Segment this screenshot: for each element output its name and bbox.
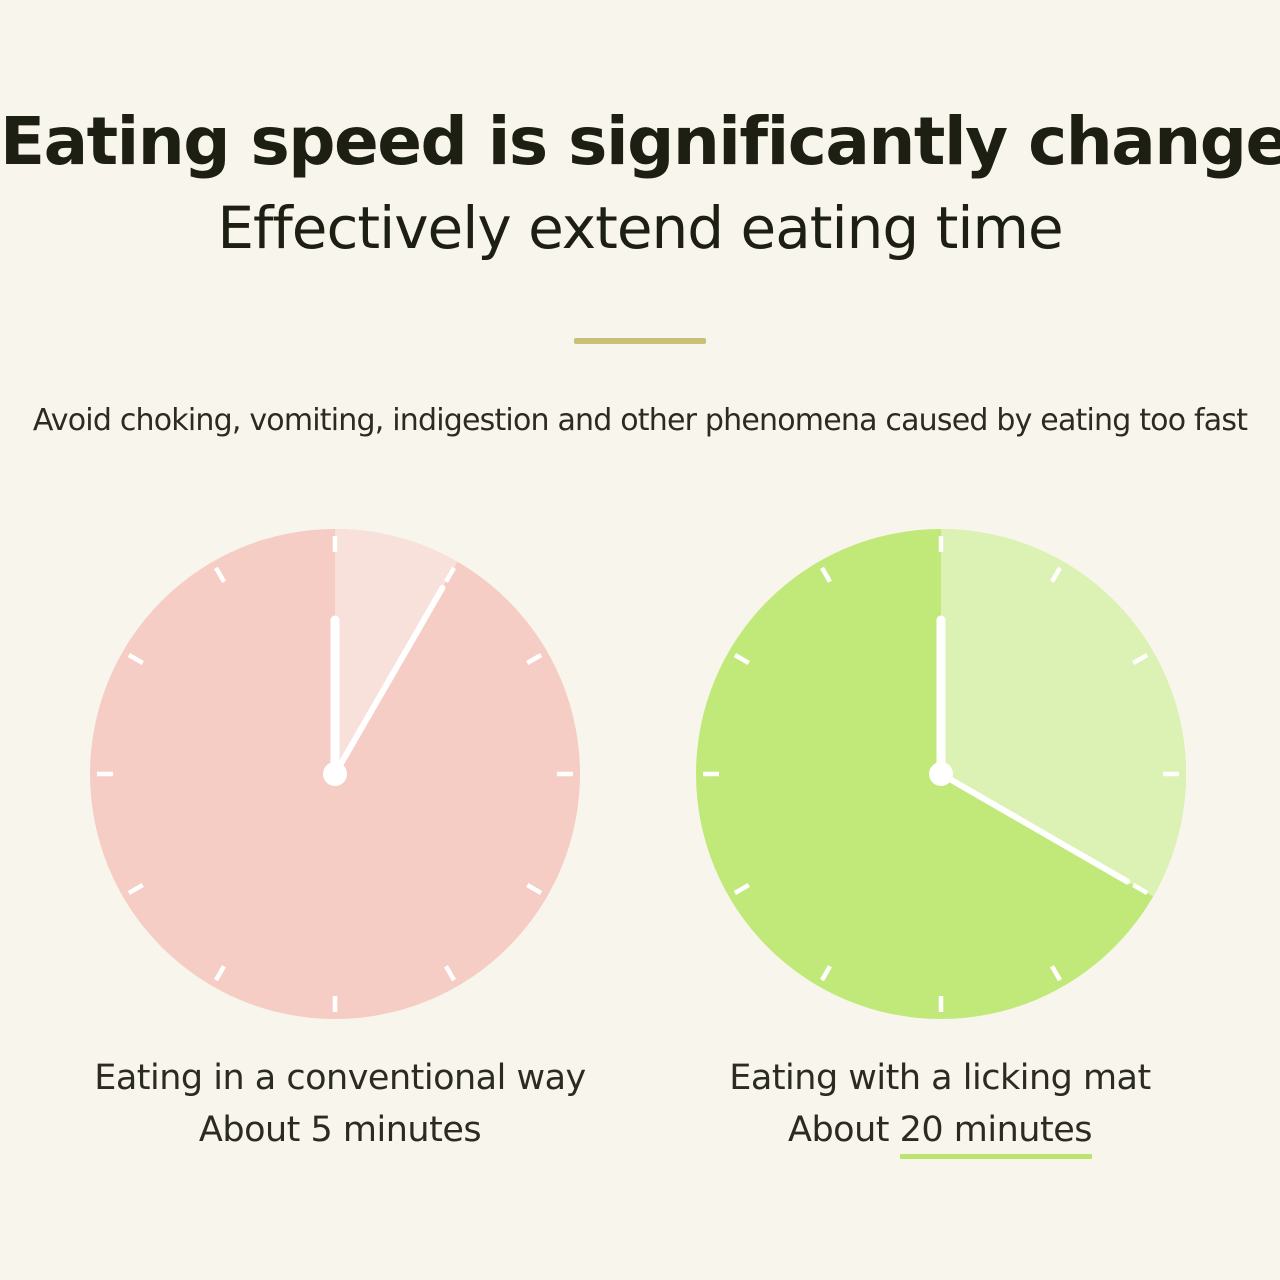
tick-mark: [1132, 653, 1149, 665]
tick-mark: [820, 566, 832, 583]
tick-mark: [733, 883, 750, 895]
divider: [574, 338, 706, 344]
elapsed-sector: [941, 529, 1187, 897]
licking-mat-duration: About 20 minutes: [630, 1104, 1250, 1159]
tick-mark: [733, 653, 750, 665]
tick-mark: [526, 653, 543, 665]
tick-mark: [214, 566, 226, 583]
tick-mark: [526, 883, 543, 895]
conventional-duration: About 5 minutes: [30, 1104, 650, 1156]
minute-hand: [938, 771, 1131, 885]
conventional-duration-value: 5 minutes: [310, 1110, 482, 1150]
page-title: Eating speed is significantly changed: [0, 103, 1280, 180]
tick-mark: [1050, 566, 1062, 583]
licking-mat-duration-prefix: About: [788, 1110, 900, 1150]
elapsed-sector: [335, 529, 458, 774]
tick-mark: [127, 653, 144, 665]
conventional-clock-icon: [90, 529, 580, 1019]
licking-mat-label: Eating with a licking mat: [729, 1058, 1151, 1098]
licking-mat-duration-value: 20 minutes: [899, 1108, 1092, 1159]
licking-mat-clock-icon: [696, 529, 1187, 1019]
clock-center: [929, 762, 953, 786]
page-subtitle: Effectively extend eating time: [217, 194, 1063, 262]
tick-mark: [1050, 965, 1062, 982]
tick-mark: [820, 965, 832, 982]
tick-mark: [127, 883, 144, 895]
minute-hand: [332, 584, 446, 777]
tick-mark: [1132, 883, 1149, 895]
description-note: Avoid choking, vomiting, indigestion and…: [32, 403, 1248, 438]
licking-mat-caption: Eating with a licking mat About 20 minut…: [630, 1052, 1250, 1159]
clock-center: [323, 762, 347, 786]
tick-mark: [444, 965, 456, 982]
tick-mark: [214, 965, 226, 982]
tick-mark: [444, 566, 456, 583]
conventional-caption: Eating in a conventional way About 5 min…: [30, 1052, 650, 1156]
conventional-duration-prefix: About: [198, 1110, 311, 1150]
conventional-label: Eating in a conventional way: [94, 1058, 586, 1098]
